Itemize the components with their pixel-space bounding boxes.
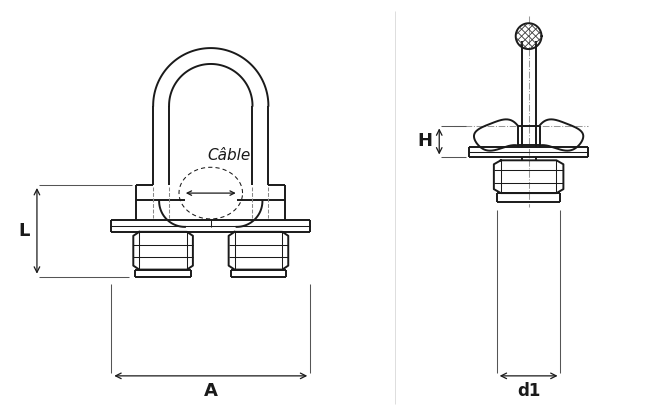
Text: L: L (18, 222, 30, 240)
Text: H: H (418, 132, 433, 151)
Text: Câble: Câble (207, 148, 250, 163)
Text: A: A (204, 382, 218, 400)
Text: d1: d1 (517, 382, 540, 400)
